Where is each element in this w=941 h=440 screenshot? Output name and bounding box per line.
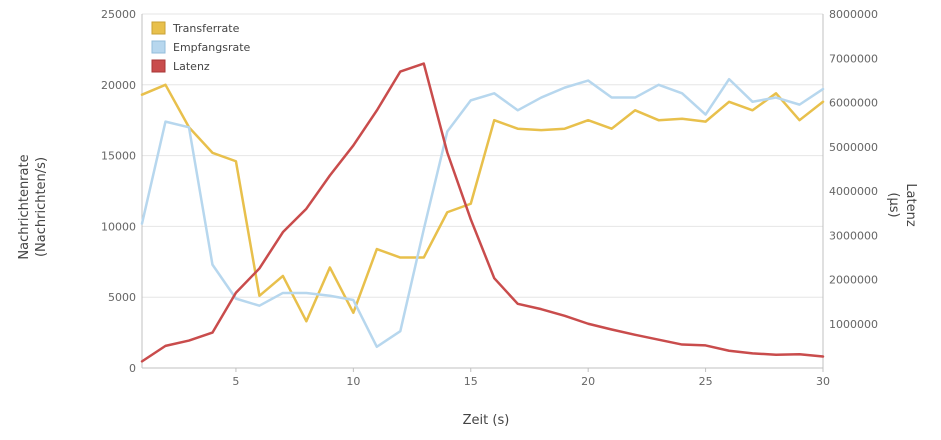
y-axis-right-title-line2: (µs): [886, 192, 901, 217]
legend-swatch-latenz: [151, 59, 166, 73]
tick-labels: 0 5000 10000 15000 20000 25000 1000000 2000000 3…: [101, 8, 878, 388]
y-right-tick-label-3: 4000000: [829, 185, 878, 198]
x-tick-label-5: 30: [816, 375, 830, 388]
x-tick-label-4: 25: [699, 375, 713, 388]
y-left-tick-label-3: 15000: [101, 150, 136, 163]
legend-item-transferrate[interactable]: Transferrate: [151, 21, 240, 35]
y-left-tick-label-4: 20000: [101, 79, 136, 92]
series-line-empfangsrate[interactable]: [140, 77, 825, 349]
legend-swatch-transferrate: [151, 21, 166, 35]
y-right-tick-label-7: 8000000: [829, 8, 878, 21]
y-right-tick-label-2: 3000000: [829, 229, 878, 242]
y-axis-left-title-line2: (Nachrichten/s): [34, 157, 49, 257]
y-axis-left-title-line1: Nachrichtenrate: [17, 154, 32, 259]
y-right-tick-label-6: 7000000: [829, 52, 878, 65]
y-axis-right-title-line1: Latenz: [903, 183, 918, 227]
legend[interactable]: Transferrate Empfangsrate Latenz: [151, 21, 251, 73]
y-axis-left-title: Nachrichtenrate (Nachrichten/s): [17, 154, 49, 259]
legend-label-empfangsrate: Empfangsrate: [173, 41, 251, 54]
x-tick-label-3: 20: [581, 375, 595, 388]
legend-item-latenz[interactable]: Latenz: [151, 59, 210, 73]
y-left-tick-label-0: 0: [129, 362, 136, 375]
legend-label-transferrate: Transferrate: [172, 22, 240, 35]
y-right-tick-label-5: 6000000: [829, 97, 878, 110]
gridlines: [142, 13, 823, 298]
y-axis-right-title: Latenz (µs): [886, 183, 918, 227]
series-line-latenz[interactable]: [140, 62, 825, 363]
y-right-tick-label-4: 5000000: [829, 141, 878, 154]
y-right-tick-label-1: 2000000: [829, 274, 878, 287]
x-axis-title: Zeit (s): [463, 413, 510, 428]
legend-label-latenz: Latenz: [173, 60, 210, 73]
axes: [141, 14, 824, 372]
y-right-tick-label-0: 1000000: [829, 318, 878, 331]
x-tick-label-2: 15: [464, 375, 478, 388]
legend-swatch-empfangsrate: [151, 40, 166, 54]
legend-item-empfangsrate[interactable]: Empfangsrate: [151, 40, 251, 54]
series-lines: [140, 62, 825, 363]
x-tick-label-0: 5: [232, 375, 239, 388]
y-left-tick-label-5: 25000: [101, 8, 136, 21]
y-left-tick-label-2: 10000: [101, 220, 136, 233]
x-tick-label-1: 10: [346, 375, 360, 388]
y-left-tick-label-1: 5000: [108, 291, 136, 304]
